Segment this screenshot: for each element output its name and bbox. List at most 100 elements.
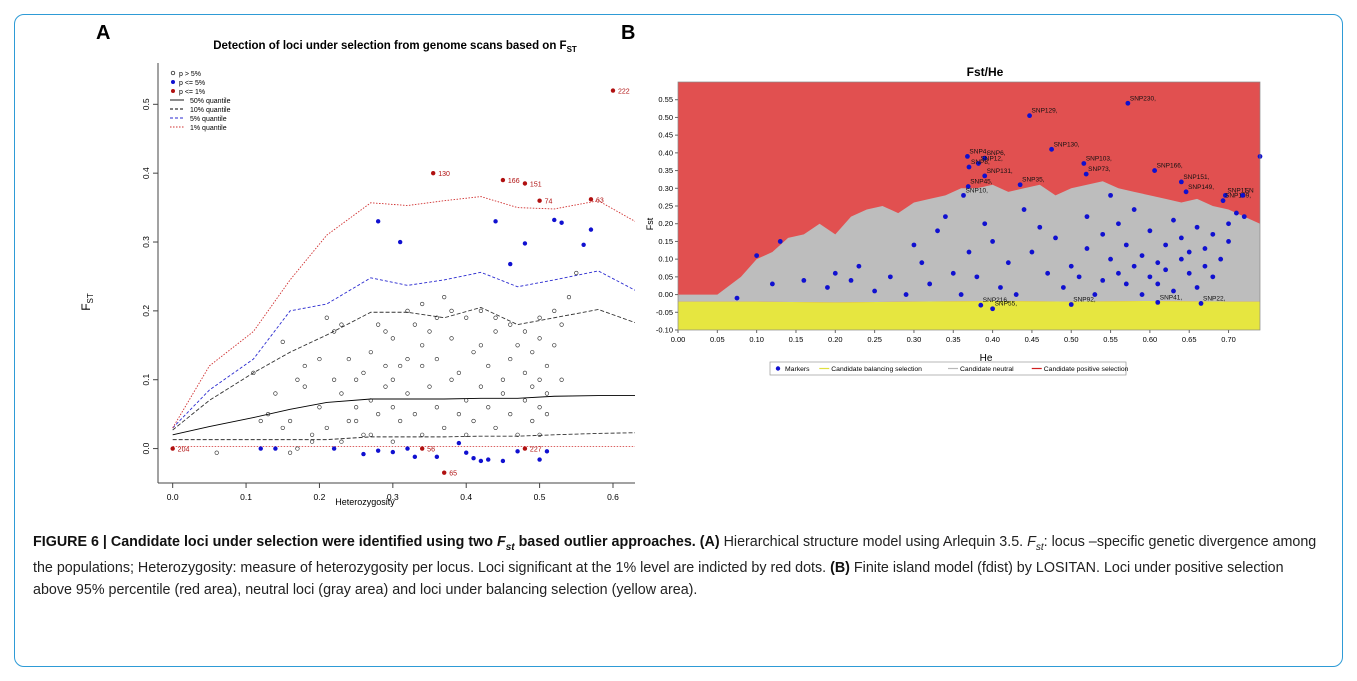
- panel-a-blue-point: [537, 457, 542, 462]
- panel-a-open-point: [500, 391, 506, 396]
- panel-b-marker: [1155, 281, 1161, 287]
- panel-b-marker: [856, 263, 862, 269]
- panel-b-marker: [1163, 267, 1169, 273]
- panel-a-open-point: [537, 315, 542, 320]
- panel-a-open-point: [442, 294, 447, 300]
- legend-dot-icon: [171, 80, 175, 84]
- panel-b-marker: [935, 228, 940, 234]
- panel-b-ytick-label: 0.15: [658, 237, 673, 246]
- panel-a-axes: 0.0 0.1 0.2 0.3 0.4 0.5 0.0 0.1 0.2 0.3 0.4 0.5 0.6: [141, 63, 635, 502]
- panel-a-open-point: [544, 412, 550, 417]
- panel-a-open-point: [265, 412, 271, 417]
- panel-a-open-point: [493, 329, 498, 334]
- panel-b-marker: [1194, 285, 1200, 290]
- panel-b-marker: [982, 221, 988, 227]
- panel-b-chart: Fst/He Fst He SNP230, SNP129, SNP130, SNP4,…: [645, 65, 1263, 376]
- panel-b-xtick-label: 0.15: [789, 335, 804, 344]
- panel-b-marker: [1060, 285, 1066, 290]
- panel-b-marker-label: SNP10,: [965, 187, 988, 194]
- panel-a-open-point: [464, 398, 469, 403]
- panel-b-marker: [1076, 274, 1082, 280]
- panel-b-xlabel: He: [980, 353, 993, 364]
- panel-a-blue-point: [397, 239, 403, 245]
- panel-b-marker: [1068, 263, 1074, 269]
- panel-b-marker: [943, 214, 948, 220]
- panel-b-marker: [927, 281, 933, 287]
- panel-a-open-point: [339, 439, 344, 444]
- panel-b-marker: [1123, 281, 1129, 287]
- panel-a-blue-point: [258, 446, 263, 451]
- panel-b-xtick-label: 0.35: [946, 335, 961, 344]
- panel-b-marker: [1186, 270, 1192, 276]
- panel-a-blue-point: [456, 440, 462, 446]
- panel-a-open-point: [530, 384, 535, 389]
- panel-b-marker: [1029, 249, 1035, 255]
- panel-a-open-point: [376, 412, 381, 417]
- panel-b-marker: [1194, 224, 1200, 230]
- panel-a-open-point: [427, 384, 432, 389]
- panel-a-open-point: [486, 363, 491, 369]
- panel-b-marker: [777, 239, 783, 244]
- panel-a-open-point: [368, 350, 373, 355]
- panel-b-labeled-marker: [1183, 189, 1189, 195]
- panel-a-xlabel: Heterozygosity: [335, 497, 395, 507]
- panel-b-marker: [1116, 270, 1121, 276]
- panel-a-blue-point: [588, 227, 594, 232]
- panel-a-open-point: [471, 350, 476, 355]
- legend-marker-icon: [775, 366, 781, 371]
- panel-a-open-point: [412, 412, 417, 417]
- panel-b-marker-label: SNP35,: [1022, 177, 1045, 184]
- panel-a-blue-point: [405, 446, 410, 451]
- panel-b-ytick-label: 0.25: [658, 202, 673, 211]
- panel-a-blue-point: [375, 219, 381, 224]
- panel-b-marker: [1210, 231, 1216, 237]
- panel-a-open-point: [508, 412, 513, 417]
- panel-a-open-point: [317, 356, 322, 362]
- panel-a-open-point: [368, 398, 373, 403]
- panel-a-xtick-label: 0.2: [314, 492, 326, 502]
- panel-a-open-point: [544, 391, 550, 396]
- panel-a-blue-point: [273, 446, 278, 451]
- panel-a-open-point: [522, 329, 528, 334]
- panel-a-open-point: [405, 356, 410, 362]
- panel-a-open-point: [456, 370, 461, 375]
- legend-label: Candidate balancing selection: [831, 366, 922, 373]
- panel-a-open-point: [332, 377, 337, 382]
- panel-a-open-point: [251, 370, 256, 375]
- panel-b-marker: [1139, 253, 1145, 258]
- panel-a-open-point: [214, 450, 219, 455]
- panel-b-marker-label: SNP151,: [1183, 174, 1209, 181]
- panel-a-open-point: [449, 377, 454, 382]
- panel-b-marker: [1131, 207, 1137, 212]
- panel-b-marker: [825, 285, 830, 290]
- legend-label: 50% quantile: [190, 98, 231, 105]
- panel-b-labeled-marker: [976, 161, 981, 166]
- panel-a-open-point: [478, 384, 483, 389]
- panel-a-red-point: [610, 88, 616, 93]
- panel-a-open-point: [530, 418, 535, 424]
- panel-b-marker: [1045, 270, 1051, 276]
- panel-a-red-point-label: 222: [618, 89, 630, 96]
- panel-b-labeled-marker: [1081, 161, 1087, 166]
- caption-a-text-2: : locus –specific genetic divergence amo…: [33, 534, 1317, 577]
- panel-a-open-point: [258, 418, 263, 424]
- panel-a-red-point: [419, 446, 425, 451]
- panel-b-marker: [769, 281, 775, 287]
- panel-a-open-point: [537, 432, 542, 437]
- panel-b-labeled-marker: [982, 155, 988, 161]
- panel-a-open-point: [530, 350, 535, 355]
- panel-b-marker-label: SNP166,: [1157, 163, 1183, 170]
- panel-a-open-point: [552, 343, 557, 348]
- panel-a-open-point: [537, 405, 542, 410]
- panel-a-open-point: [390, 377, 395, 382]
- panel-a-blue-point: [544, 449, 550, 454]
- panel-b-xtick-label: 0.60: [1143, 335, 1158, 344]
- panel-a-red-point-label: 56: [427, 447, 435, 454]
- panel-a-xtick-label: 0.5: [534, 492, 546, 502]
- panel-b-marker-label: SNP130,: [1054, 141, 1080, 148]
- panel-b-marker: [1005, 260, 1011, 266]
- panel-b-marker-label: SNP55,: [995, 301, 1018, 308]
- panel-a-open-point: [390, 336, 395, 341]
- panel-a-open-point: [368, 432, 373, 437]
- panel-b-marker: [887, 274, 893, 280]
